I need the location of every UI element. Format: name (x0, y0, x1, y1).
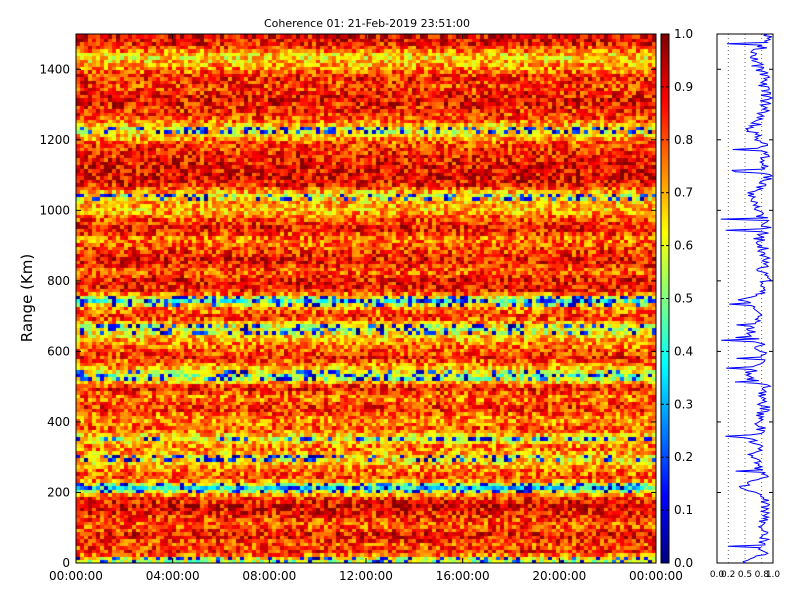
profile-x-tick-label: 0.5 (738, 570, 752, 580)
coherence-heatmap (76, 34, 656, 563)
y-tick-label: 400 (47, 415, 70, 429)
colorbar-tick-label: 0.1 (674, 503, 693, 517)
x-tick-label: 04:00:00 (146, 569, 200, 583)
y-tick-label: 800 (47, 274, 70, 288)
colorbar-tick-label: 0.3 (674, 397, 693, 411)
profile-line (720, 33, 774, 564)
colorbar-tick-label: 0.7 (674, 186, 693, 200)
y-axis-label: Range (Km) (18, 254, 36, 342)
y-tick-label: 1400 (39, 62, 70, 76)
y-tick-label: 600 (47, 344, 70, 358)
x-tick-label: 20:00:00 (532, 569, 586, 583)
colorbar-tick-label: 1.0 (674, 27, 693, 41)
colorbar-gradient (661, 34, 669, 563)
x-tick-label: 00:00:00 (49, 569, 103, 583)
heatmap-frame (75, 33, 657, 564)
profile-x-tick-label: 0.8 (755, 570, 770, 580)
x-tick-label: 12:00:00 (339, 569, 393, 583)
y-tick-label: 1000 (39, 203, 70, 217)
x-tick-label: 08:00:00 (242, 569, 296, 583)
profile-x-tick-label: 1.0 (766, 570, 781, 580)
y-tick-label: 1200 (39, 133, 70, 147)
colorbar-tick-label: 0.4 (674, 344, 693, 358)
profile-x-tick-label: 0.0 (710, 570, 725, 580)
tick-layer: 0 200 400 600 800 1000 1200 1400 00:00:00 04:00:0… (39, 27, 780, 583)
x-tick-label: 16:00:00 (436, 569, 490, 583)
colorbar-tick-label: 0.0 (674, 556, 693, 570)
chart-title: Coherence 01: 21-Feb-2019 23:51:00 (264, 17, 470, 30)
x-tick-label: 00:00:00 (629, 569, 683, 583)
colorbar-tick-label: 0.5 (674, 292, 693, 306)
colorbar-tick-label: 0.6 (674, 239, 693, 253)
profile-x-tick-label: 0.2 (721, 570, 735, 580)
colorbar-tick-label: 0.9 (674, 80, 693, 94)
colorbar-tick-label: 0.2 (674, 450, 693, 464)
y-tick-label: 200 (47, 485, 70, 499)
colorbar-tick-label: 0.8 (674, 133, 693, 147)
profile-layer (720, 33, 774, 564)
y-tick-label: 0 (62, 556, 70, 570)
